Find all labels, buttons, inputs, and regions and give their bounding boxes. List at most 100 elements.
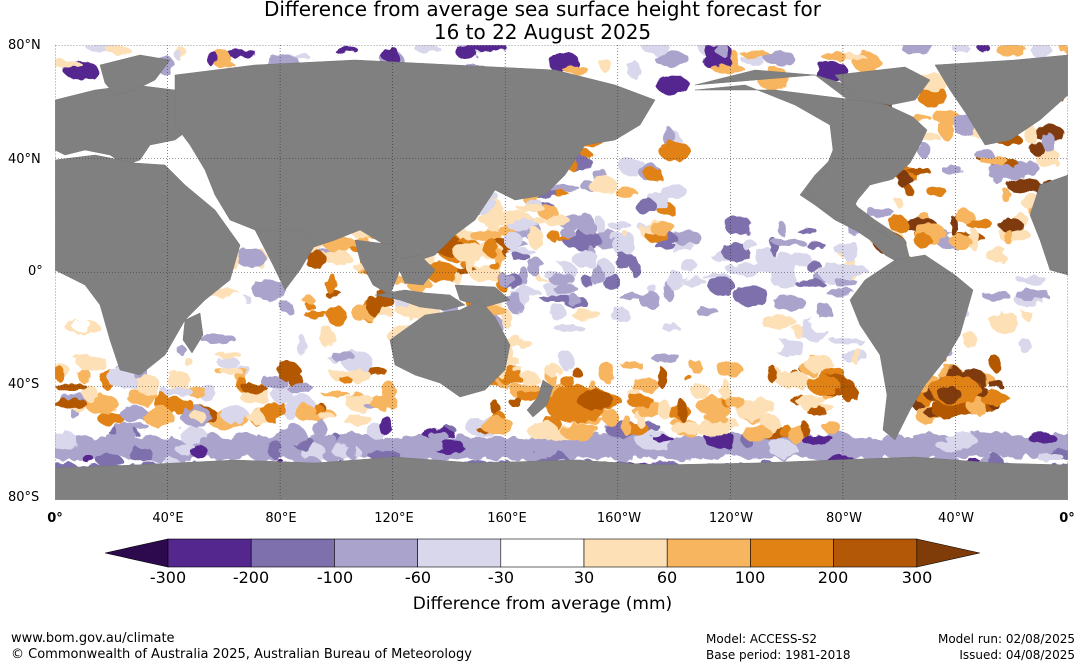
graticule xyxy=(55,45,1068,500)
anomaly-patch xyxy=(1030,141,1045,156)
anomaly-patch xyxy=(660,184,688,200)
land-greenland xyxy=(934,54,1068,146)
anomaly-patch xyxy=(280,300,294,314)
anomaly-patch xyxy=(682,373,692,381)
colorbar-tick: -100 xyxy=(316,568,354,587)
colorbar-swatch xyxy=(500,538,585,568)
anomaly-patch xyxy=(657,367,667,389)
colorbar-high-arrow xyxy=(916,538,980,568)
anomaly-patch xyxy=(507,247,535,255)
anomaly-patch xyxy=(1042,131,1055,153)
anomaly-patch xyxy=(761,315,797,330)
anomaly-patch xyxy=(261,351,274,368)
anomaly-patch xyxy=(82,454,94,463)
anomaly-patch xyxy=(776,370,810,390)
anomaly-patch xyxy=(1060,45,1068,54)
anomaly-patch xyxy=(917,142,931,158)
anomaly-patch xyxy=(250,279,286,301)
anomaly-patch xyxy=(653,51,690,67)
anomaly-patch xyxy=(594,217,606,233)
anomaly-patch xyxy=(704,413,727,423)
colorbar-tick: -200 xyxy=(232,568,270,587)
anomaly-patch xyxy=(908,167,932,175)
copyright-text: © Commonwealth of Australia 2025, Austra… xyxy=(11,647,472,662)
anomaly-patch xyxy=(986,163,1015,180)
anomaly-patch xyxy=(1000,187,1010,201)
anomaly-patch xyxy=(667,270,684,291)
anomaly-patch xyxy=(646,283,656,294)
anomaly-patch xyxy=(207,315,237,335)
anomaly-patch xyxy=(725,395,746,409)
anomaly-patch xyxy=(771,295,807,311)
anomaly-patch xyxy=(571,367,582,378)
base-period-text: Base period: 1981-2018 xyxy=(706,648,851,662)
anomaly-patch xyxy=(711,64,745,73)
anomaly-patch xyxy=(548,272,575,286)
anomaly-patch xyxy=(732,285,769,307)
anomaly-patch xyxy=(303,311,329,318)
anomaly-patch xyxy=(761,338,784,353)
lon-label-40w: 40°W xyxy=(938,511,974,526)
anomaly-patch xyxy=(512,220,539,231)
anomaly-patch xyxy=(720,379,731,401)
anomaly-patch xyxy=(598,361,614,383)
anomaly-patch xyxy=(823,420,841,435)
land-iberia-right xyxy=(1029,174,1068,276)
anomaly-patch xyxy=(897,171,912,189)
anomaly-patch xyxy=(617,293,646,300)
anomaly-patch xyxy=(379,414,391,437)
anomaly-patch xyxy=(736,400,768,422)
anomaly-patch xyxy=(585,424,599,435)
anomaly-patch xyxy=(778,354,790,372)
anomaly-patch xyxy=(117,421,135,443)
anomaly-patch xyxy=(742,424,772,442)
anomaly-patch xyxy=(768,365,778,384)
anomaly-patch xyxy=(333,47,359,54)
anomaly-patch xyxy=(262,401,282,423)
anomaly-patch xyxy=(83,384,98,403)
colorbar-tick: 100 xyxy=(734,568,766,587)
anomaly-patch xyxy=(796,227,817,234)
anomaly-patch xyxy=(549,304,567,321)
anomaly-patch xyxy=(160,387,193,396)
anomaly-patch xyxy=(841,380,857,403)
anomaly-patch xyxy=(521,372,540,387)
anomaly-patch xyxy=(318,434,338,448)
anomaly-patch xyxy=(655,243,677,251)
anomaly-patch xyxy=(614,187,638,198)
anomaly-patch xyxy=(577,390,613,410)
anomaly-patch xyxy=(199,333,236,344)
anomaly-patch xyxy=(431,438,443,451)
anomaly-patch xyxy=(962,331,977,348)
anomaly-patch xyxy=(428,431,449,441)
anomaly-patch xyxy=(610,306,629,323)
anomaly-patch xyxy=(563,235,592,248)
anomaly-patch xyxy=(851,346,861,365)
colorbar xyxy=(104,538,980,572)
anomaly-patch xyxy=(309,357,331,366)
anomaly-patch xyxy=(938,387,962,403)
anomaly-patch xyxy=(696,421,727,438)
anomaly-patch xyxy=(55,431,78,451)
anomaly-patch xyxy=(508,300,524,314)
website-link[interactable]: www.bom.gov.au/climate xyxy=(11,631,175,646)
anomaly-patch xyxy=(651,352,681,365)
anomaly-patch xyxy=(659,150,679,158)
anomaly-patch xyxy=(959,258,995,279)
chart-title-line-2: 16 to 22 August 2025 xyxy=(433,20,652,44)
anomaly-patch xyxy=(72,318,92,333)
colorbar-label: Difference from average (mm) xyxy=(412,594,673,614)
anomaly-patch xyxy=(526,421,559,440)
anomaly-patch xyxy=(563,66,590,75)
anomaly-patch xyxy=(800,397,812,410)
anomaly-patch xyxy=(488,261,500,270)
anomaly-patch xyxy=(511,252,531,261)
anomaly-patch xyxy=(95,453,123,467)
anomaly-patch xyxy=(792,325,805,338)
anomaly-patch xyxy=(55,60,83,68)
anomaly-patch xyxy=(510,334,521,349)
anomaly-patch xyxy=(207,304,227,319)
anomaly-patch xyxy=(497,273,516,288)
anomaly-patch xyxy=(518,283,529,304)
anomaly-patch xyxy=(331,351,355,362)
